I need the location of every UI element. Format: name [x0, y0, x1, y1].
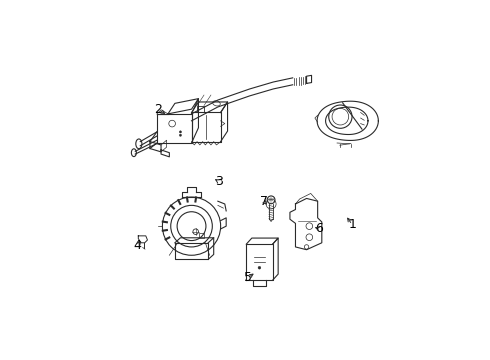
Circle shape	[258, 266, 261, 269]
Circle shape	[179, 134, 182, 136]
Text: 4: 4	[134, 239, 142, 252]
Text: 2: 2	[154, 103, 162, 116]
Text: 3: 3	[215, 175, 223, 188]
Circle shape	[179, 131, 182, 133]
Text: 1: 1	[348, 218, 356, 231]
Text: 5: 5	[245, 271, 252, 284]
Text: 6: 6	[315, 222, 323, 235]
Text: 7: 7	[260, 195, 268, 208]
